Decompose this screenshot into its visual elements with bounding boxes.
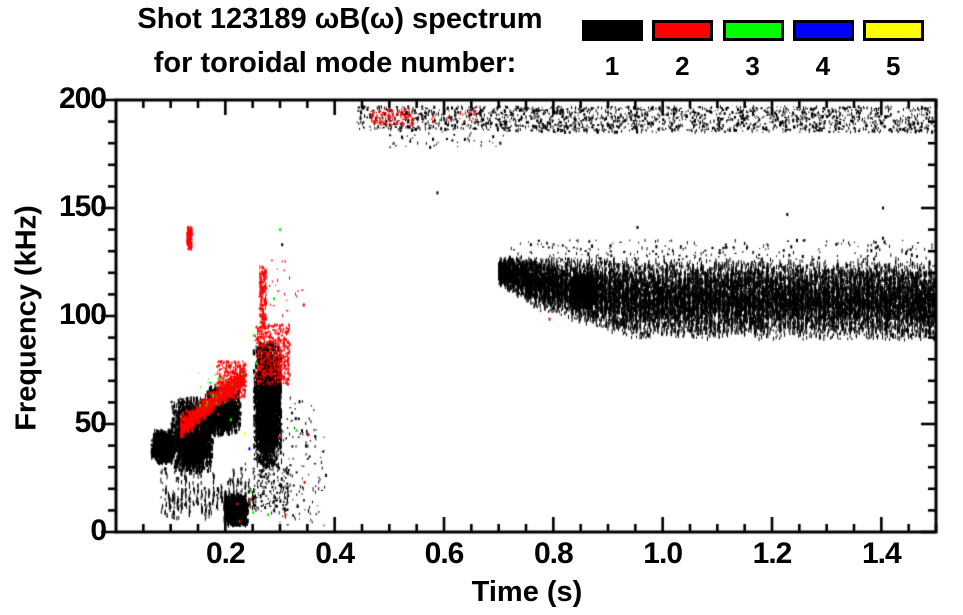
x-tick-label-1.0: 1.0 — [643, 537, 683, 570]
y-tick-label-200: 200 — [58, 82, 107, 115]
x-tick-label-0.2: 0.2 — [205, 537, 246, 570]
legend-swatch-mode-3 — [722, 20, 784, 41]
x-tick-label-0.4: 0.4 — [315, 537, 355, 570]
y-tick-label-100: 100 — [58, 298, 107, 331]
y-tick-label-50: 50 — [74, 406, 107, 439]
x-tick-label-0.6: 0.6 — [424, 537, 465, 570]
legend-mode-label-3: 3 — [745, 51, 760, 81]
legend-mode-label-5: 5 — [885, 51, 901, 81]
x-axis-label: Time (s) — [471, 576, 583, 608]
y-tick-label-150: 150 — [58, 190, 107, 223]
legend-swatch-mode-5 — [863, 20, 925, 41]
chart-title-line1: Shot 123189 ωB(ω) spectrum — [137, 3, 543, 35]
legend-swatch-mode-1 — [582, 20, 643, 41]
legend-mode-label-4: 4 — [815, 51, 831, 81]
x-tick-label-1.4: 1.4 — [861, 537, 902, 570]
legend-swatch-mode-4 — [792, 20, 854, 41]
x-tick-label-1.2: 1.2 — [752, 537, 793, 570]
chart-title-line2: for toroidal mode number: — [153, 47, 517, 79]
legend-swatch-mode-2 — [652, 20, 714, 41]
x-tick-label-0.8: 0.8 — [533, 537, 574, 570]
legend-mode-label-2: 2 — [675, 51, 690, 81]
legend-mode-label-1: 1 — [604, 51, 620, 81]
y-tick-label-0: 0 — [90, 514, 107, 547]
